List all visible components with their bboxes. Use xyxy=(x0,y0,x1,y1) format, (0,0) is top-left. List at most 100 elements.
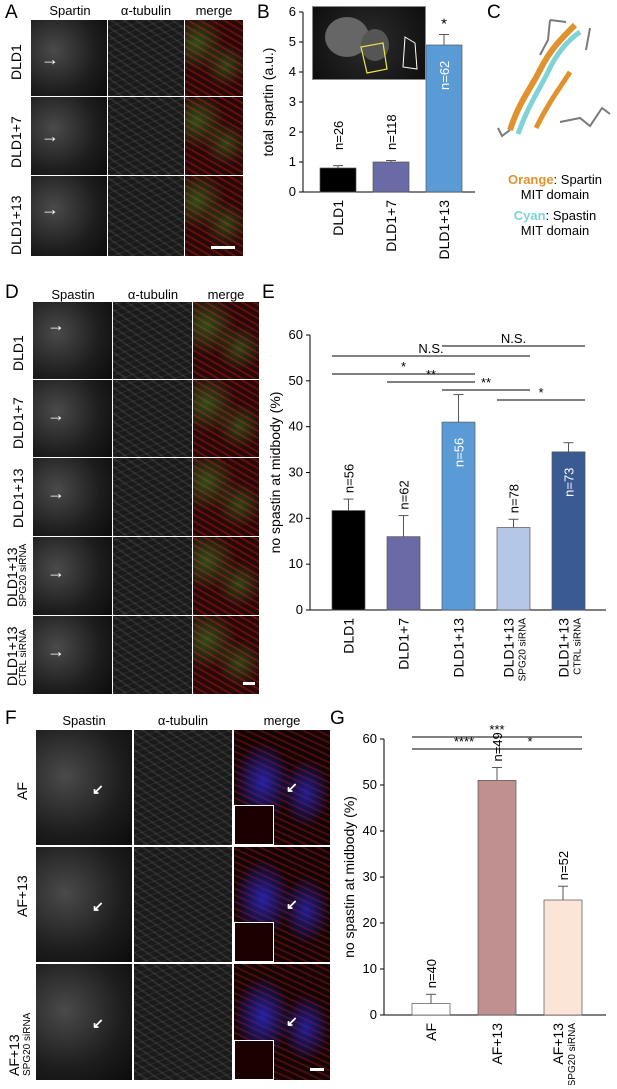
y-tick-label: 20 xyxy=(363,915,377,930)
panel-d-row-dld1-13-ctrl-sub: CTRL siRNA xyxy=(18,629,29,686)
bar xyxy=(551,451,586,611)
panel-b-inset-image xyxy=(312,6,426,80)
y-tick-label: 0 xyxy=(370,1007,377,1022)
category-label: AF+13 xyxy=(550,1023,566,1065)
y-tick-label: 50 xyxy=(363,777,377,792)
panel-d-row-dld1-13: DLD1+13 xyxy=(10,468,26,528)
n-label: n=56 xyxy=(452,438,467,467)
significance-label: N.S. xyxy=(501,331,526,346)
n-label: n=49 xyxy=(490,732,505,761)
panel-f-col-merge: merge xyxy=(263,713,301,728)
panel-f-tubulin-af-13 xyxy=(134,847,232,962)
panel-b-letter: B xyxy=(257,2,270,23)
panel-f-row-af: AF xyxy=(14,782,30,800)
n-label: n=40 xyxy=(424,959,439,988)
y-axis-label: total spartin (a.u.) xyxy=(260,48,276,157)
category-sublabel: CTRL siRNA xyxy=(573,618,584,675)
panel-d-tubulin-dld1-13-ctrl xyxy=(113,616,192,694)
y-tick-label: 60 xyxy=(289,327,303,342)
n-label: n=118 xyxy=(384,114,399,150)
panel-c-legend-1: Orange: Spartin MIT domain xyxy=(494,172,616,202)
panel-f-merge-af-13: ↙ xyxy=(234,847,330,962)
arrow-icon: ↙ xyxy=(286,1013,298,1029)
panel-f-merge-af: ↙ xyxy=(234,730,330,845)
panel-d-col-tubulin: α-tubulin xyxy=(127,287,179,302)
panel-d-merge-dld1-13-spg20 xyxy=(193,537,259,615)
arrow-icon: → xyxy=(47,405,65,425)
category-label: DLD1+7 xyxy=(396,618,412,670)
panel-d-merge-dld1-7 xyxy=(193,380,259,457)
panel-c-structure xyxy=(497,19,611,138)
y-tick-label: 1 xyxy=(289,154,296,169)
bar xyxy=(386,536,421,611)
y-tick-label: 30 xyxy=(289,465,303,480)
panel-f-row-af-13: AF+13 xyxy=(14,875,30,917)
significance-label: * xyxy=(538,385,543,400)
scale-bar xyxy=(211,246,235,249)
y-axis-label: no spastin at midbody (%) xyxy=(341,796,357,958)
panel-a-merge-dld1 xyxy=(185,20,243,96)
panel-g-letter: G xyxy=(330,708,345,729)
legend-cyan-label: Cyan xyxy=(513,208,546,223)
arrow-icon: → xyxy=(47,562,65,582)
arrow-icon: ↙ xyxy=(92,898,104,914)
category-label: DLD1 xyxy=(330,200,346,236)
n-label: n=78 xyxy=(507,484,522,513)
category-label: AF+13 xyxy=(489,1023,505,1065)
panel-f-tubulin-af xyxy=(134,730,232,845)
panel-d-merge-dld1-13-ctrl xyxy=(193,616,259,694)
y-tick-label: 5 xyxy=(289,34,296,49)
category-sublabel: SPG20 siRNA xyxy=(567,1023,578,1085)
panel-a-col-spartin: Spartin xyxy=(49,3,91,18)
y-tick-label: 6 xyxy=(289,4,296,19)
panel-d-spastin-dld1-13: → xyxy=(33,458,112,536)
n-label: n=62 xyxy=(397,480,412,509)
y-tick-label: 3 xyxy=(289,94,296,109)
panel-d-spastin-dld1-13-spg20: → xyxy=(33,537,112,615)
bar xyxy=(441,421,476,611)
scale-bar xyxy=(243,682,255,685)
panel-d-spastin-dld1-7: → xyxy=(33,380,112,457)
bar xyxy=(331,510,366,611)
cell-outline-icon xyxy=(325,17,418,74)
significance-label: **** xyxy=(454,734,474,749)
panel-d-row-dld1-7: DLD1+7 xyxy=(10,397,26,449)
y-tick-label: 2 xyxy=(289,124,296,139)
panel-f-col-spastin: Spastin xyxy=(62,713,106,728)
significance-label: ** xyxy=(481,375,491,390)
panel-f-merge-af-13-spg20: ↙ xyxy=(234,964,330,1080)
significance-label: * xyxy=(401,359,406,374)
category-label: DLD1+13 xyxy=(556,618,572,678)
panel-f-spastin-af-13-spg20: ↙ xyxy=(36,964,132,1080)
n-label: n=73 xyxy=(562,468,577,497)
scale-bar xyxy=(310,1068,324,1071)
panel-f-spastin-af-13: ↙ xyxy=(36,847,132,962)
zoom-inset xyxy=(234,1040,274,1080)
bar xyxy=(411,1003,451,1016)
y-tick-label: 20 xyxy=(289,510,303,525)
category-label: DLD1+13 xyxy=(436,200,452,260)
panel-c-letter: C xyxy=(487,2,501,23)
panel-a-letter: A xyxy=(5,2,18,23)
significance-label: * xyxy=(527,734,532,749)
category-label: DLD1+7 xyxy=(383,200,399,252)
bar xyxy=(496,527,531,611)
arrow-icon: → xyxy=(47,315,65,335)
arrow-icon: ↙ xyxy=(92,781,104,797)
zoom-inset xyxy=(234,922,274,962)
panel-f-row-af-13-spg20-sub: SPG20 siRNA xyxy=(22,1012,33,1076)
bar xyxy=(425,44,463,193)
significance-label: N.S. xyxy=(418,341,443,356)
panel-a-spartin-dld1-13: → xyxy=(31,176,107,256)
n-label: n=62 xyxy=(437,61,452,90)
panel-d-spastin-dld1-13-ctrl: → xyxy=(33,616,112,694)
panel-d-row-dld1-13-spg20-sub: SPG20 siRNA xyxy=(18,543,29,607)
arrow-icon: → xyxy=(47,483,65,503)
panel-a-tubulin-dld1-13 xyxy=(108,176,184,256)
category-sublabel: SPG20 siRNA xyxy=(518,618,529,682)
panel-a-spartin-dld1: → xyxy=(31,20,107,96)
panel-a-tubulin-dld1-7 xyxy=(108,97,184,175)
panel-a-row-dld1-7: DLD1+7 xyxy=(8,116,24,168)
bar xyxy=(543,899,583,1016)
panel-a-merge-dld1-13 xyxy=(185,176,243,256)
